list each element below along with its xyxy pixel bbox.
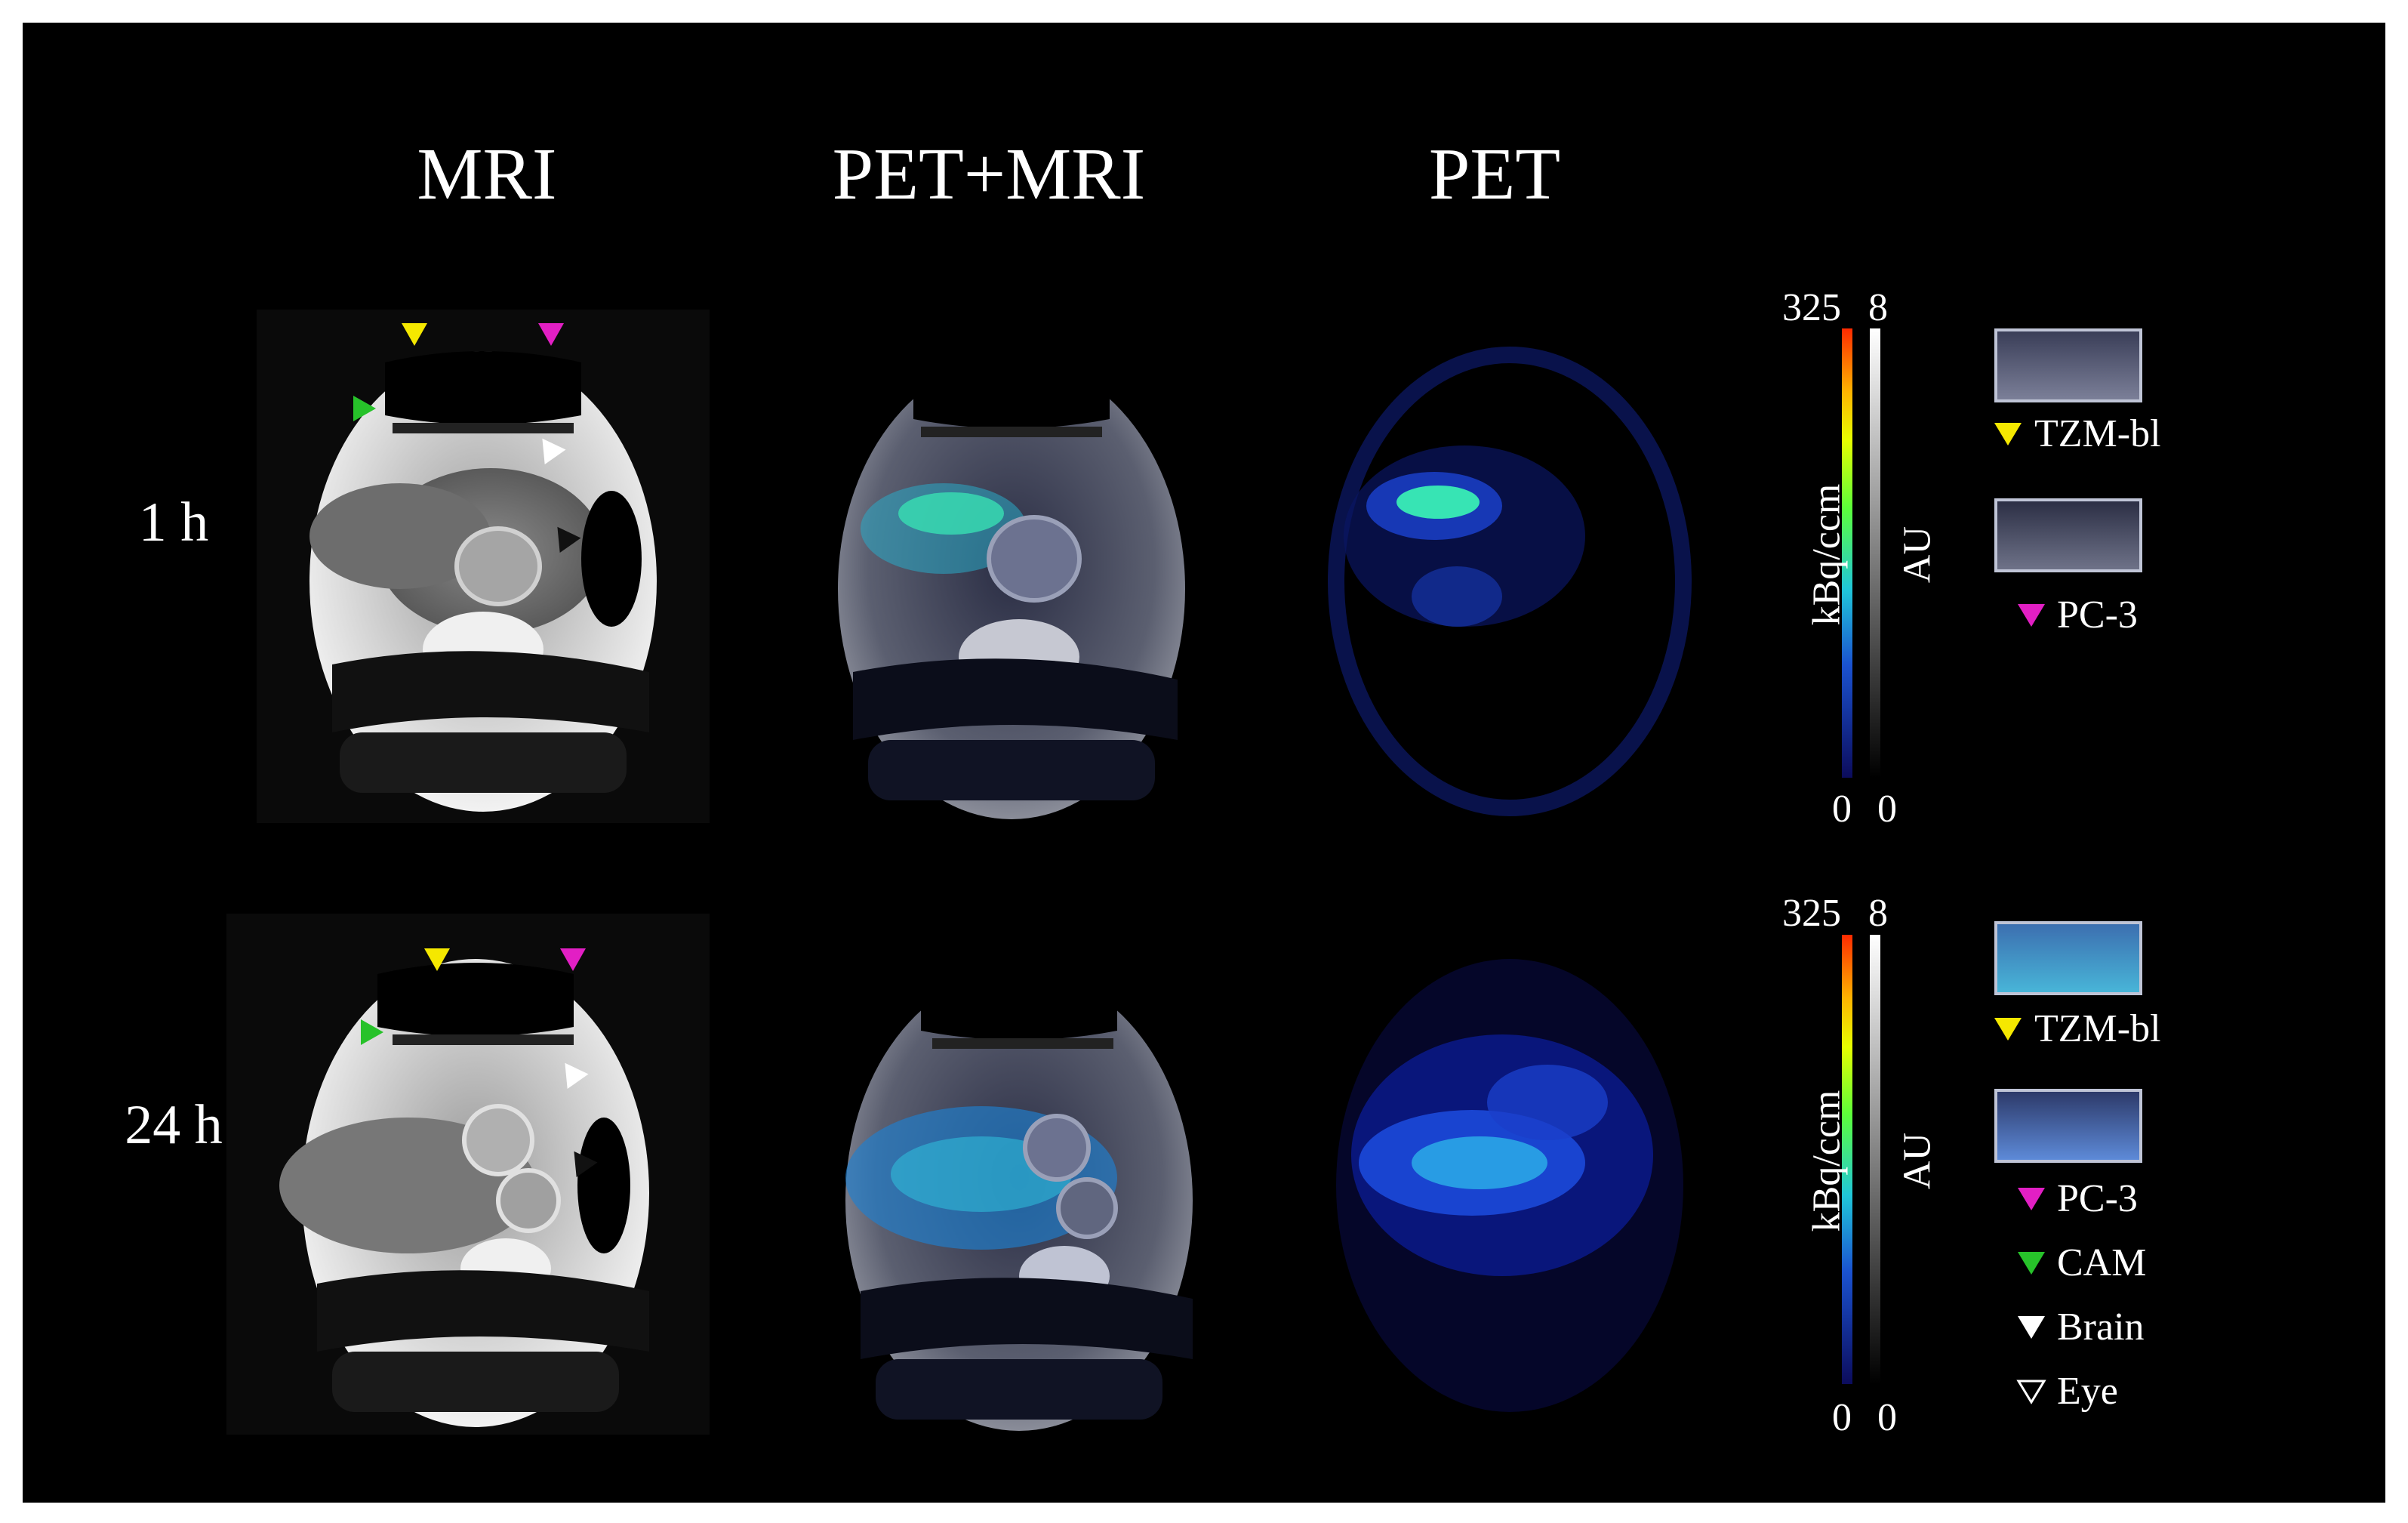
legend-label-cam: CAM bbox=[2057, 1241, 2147, 1284]
colorbar-max-right-24h: 8 bbox=[1868, 892, 1888, 935]
colorbar-kbq-24h bbox=[1842, 935, 1852, 1384]
colorbar-kbq-1h bbox=[1842, 328, 1852, 778]
figure-panel: MRI PET+MRI PET 1 h 24 h bbox=[23, 23, 2385, 1503]
colorbar-unit-left-24h: kBq/ccm bbox=[1805, 1090, 1849, 1232]
marker-cam-1h bbox=[353, 396, 376, 421]
legend-magenta-triangle-icon-24h bbox=[2018, 1188, 2045, 1210]
thumbnail-tzm-bl-1h bbox=[1994, 328, 2142, 402]
pet-scan-24h bbox=[1336, 959, 1683, 1412]
legend-label-eye: Eye bbox=[2057, 1370, 2118, 1413]
legend-label-pc3-24h: PC-3 bbox=[2057, 1177, 2138, 1220]
colorbar-min-left-1h: 0 bbox=[1832, 788, 1852, 831]
thumbnail-pc3-24h bbox=[1994, 1089, 2142, 1163]
thumbnail-tzm-bl-24h bbox=[1994, 921, 2142, 995]
marker-cam-24h bbox=[361, 1019, 383, 1045]
colorbar-min-right-24h: 0 bbox=[1877, 1396, 1897, 1439]
marker-pc3-1h bbox=[538, 323, 564, 346]
mri-scan-1h bbox=[257, 310, 710, 823]
column-title-pet: PET bbox=[1428, 134, 1561, 215]
legend-yellow-triangle-icon-1h bbox=[1994, 423, 2022, 445]
colorbar-min-left-24h: 0 bbox=[1832, 1396, 1852, 1439]
colorbar-unit-left-1h: kBq/ccm bbox=[1805, 483, 1849, 626]
pet-mri-scan-1h bbox=[838, 355, 1185, 819]
colorbar-unit-right-24h: AU bbox=[1895, 1132, 1939, 1190]
marker-tzm-bl-1h bbox=[402, 323, 427, 346]
column-title-pet-mri: PET+MRI bbox=[832, 134, 1146, 215]
legend-white-triangle-icon bbox=[2018, 1316, 2045, 1339]
colorbar-au-1h bbox=[1870, 328, 1880, 778]
legend-outline-triangle-icon bbox=[2016, 1380, 2046, 1404]
colorbar-au-24h bbox=[1870, 935, 1880, 1384]
colorbar-max-left-24h: 325 bbox=[1782, 892, 1841, 935]
colorbar-max-left-1h: 325 bbox=[1782, 286, 1841, 329]
marker-tzm-bl-24h bbox=[424, 948, 450, 971]
mri-scan-24h bbox=[226, 914, 710, 1435]
legend-label-brain: Brain bbox=[2057, 1306, 2145, 1349]
marker-pc3-24h bbox=[560, 948, 586, 971]
legend-label-tzm-bl-24h: TZM-bl bbox=[2034, 1007, 2161, 1050]
pet-mri-scan-24h bbox=[845, 967, 1193, 1431]
row-label-24h: 24 h bbox=[125, 1094, 223, 1156]
colorbar-max-right-1h: 8 bbox=[1868, 286, 1888, 329]
legend-green-triangle-icon bbox=[2018, 1252, 2045, 1275]
pet-scan-1h bbox=[1328, 347, 1692, 816]
legend-magenta-triangle-icon-1h bbox=[2018, 604, 2045, 627]
row-label-1h: 1 h bbox=[138, 492, 209, 553]
legend-label-tzm-bl-1h: TZM-bl bbox=[2034, 412, 2161, 455]
column-title-mri: MRI bbox=[417, 134, 557, 215]
legend-label-pc3-1h: PC-3 bbox=[2057, 593, 2138, 637]
thumbnail-pc3-1h bbox=[1994, 498, 2142, 572]
legend-yellow-triangle-icon-24h bbox=[1994, 1018, 2022, 1041]
colorbar-unit-right-1h: AU bbox=[1895, 526, 1939, 584]
colorbar-min-right-1h: 0 bbox=[1877, 788, 1897, 831]
